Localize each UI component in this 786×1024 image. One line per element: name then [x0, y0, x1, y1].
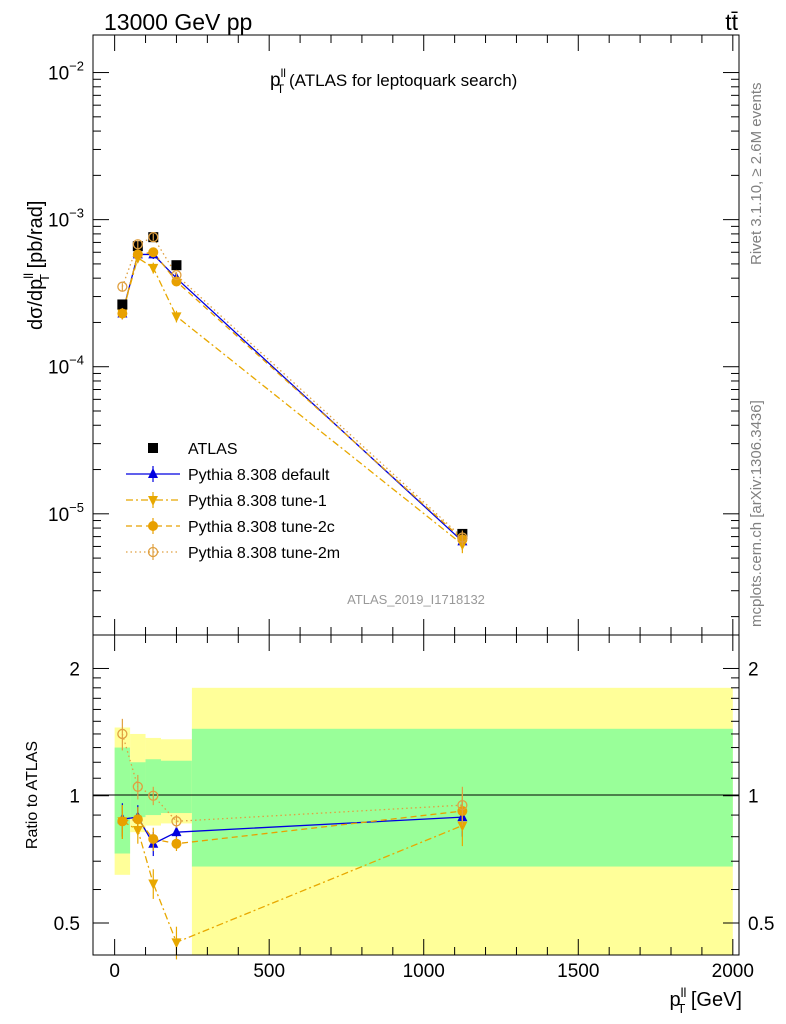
ratio-ytick-label-right: 1 [748, 787, 759, 808]
xtick-label: 1000 [403, 961, 445, 982]
legend-marker [148, 521, 158, 531]
main-ylabel-sub: T [37, 274, 52, 282]
ratio-ytick-label-right: 2 [748, 659, 759, 680]
main-line-pythia-8-308-tune-2c [121, 251, 463, 540]
main-point [148, 247, 159, 258]
legend-marker [148, 496, 158, 506]
main-point [148, 263, 159, 274]
main-series-marks [117, 232, 468, 554]
ratio-point [132, 781, 143, 792]
ratio-xlabel: pll T [GeV] [669, 985, 742, 1016]
xtick-label: 1500 [557, 961, 599, 982]
xlabel-main: p [669, 989, 680, 1011]
ratio-band-green [114, 747, 131, 854]
plot-title-sup: ll [281, 66, 286, 80]
main-ticks: 10−510−410−310−2 [48, 35, 739, 635]
legend-label: ATLAS [188, 441, 238, 458]
main-point [117, 281, 128, 292]
legend-marker [148, 468, 158, 478]
main-ytick-base: 10 [48, 505, 69, 526]
main-ytick-label: 10−2 [48, 59, 84, 85]
ratio-ytick-label-left: 0.5 [54, 914, 80, 935]
main-ytick-base: 10 [48, 64, 69, 85]
ratio-bands [114, 687, 733, 955]
ratio-point [171, 826, 182, 837]
main-point [171, 312, 182, 323]
legend-marker [148, 443, 158, 453]
ratio-frame [92, 634, 740, 956]
process-label: tt̄ [725, 9, 738, 35]
ratio-point [171, 816, 182, 827]
legend-label: Pythia 8.308 tune-1 [188, 493, 327, 510]
main-ytick-label: 10−4 [48, 353, 84, 379]
main-point [117, 299, 128, 310]
main-point [171, 269, 182, 281]
plot-title-rest: (ATLAS for leptoquark search) [284, 71, 517, 90]
main-ytick-exp: −2 [69, 59, 84, 74]
main-point [148, 232, 159, 243]
main-point [132, 239, 143, 250]
ratio-series-marks [117, 718, 468, 960]
ratio-point [132, 814, 143, 825]
main-ylabel-main: dσ/dp [25, 279, 47, 330]
plot-title-sub: T [277, 82, 285, 96]
main-point [171, 260, 182, 271]
main-ylabel-sup: ll [21, 273, 36, 279]
legend-label: Pythia 8.308 tune-2m [188, 545, 340, 562]
rivet-label: Rivet 3.1.10, ≥ 2.6M events [748, 83, 765, 266]
ratio-band-green [161, 760, 192, 814]
main-ytick-label: 10−3 [48, 206, 84, 232]
main-ytick-label: 10−5 [48, 500, 84, 526]
ratio-line-pythia-8-308-tune-1 [122, 820, 463, 944]
ratio-point [457, 799, 468, 811]
xtick-label: 500 [253, 961, 285, 982]
main-ytick-base: 10 [48, 358, 69, 379]
main-ytick-exp: −5 [69, 500, 84, 515]
ratio-ytick-label-left: 2 [69, 659, 80, 680]
xtick-label: 0 [109, 961, 120, 982]
analysis-watermark: ATLAS_2019_I1718132 [347, 592, 485, 607]
ratio-point [117, 728, 128, 740]
plot-title-main: p [270, 70, 281, 91]
xlabel-rest: [GeV] [685, 989, 742, 1011]
ratio-point [171, 838, 182, 849]
url-label: mcplots.cern.ch [arXiv:1306.3436] [748, 400, 765, 627]
main-ytick-exp: −3 [69, 206, 84, 221]
ratio-point [171, 938, 182, 949]
main-ytick-exp: −4 [69, 353, 84, 368]
main-ytick-base: 10 [48, 211, 69, 232]
ratio-ylabel: Ratio to ATLAS [24, 741, 41, 849]
ratio-ticks: 0.5 0.5 1 1 2 2 0 500 1000 1500 2000 [54, 635, 774, 982]
legend: ATLAS Pythia 8.308 default Pythia 8.308 tu… [126, 441, 340, 562]
xlabel-sup: ll [681, 985, 687, 1000]
legend-label: Pythia 8.308 tune-2c [188, 519, 335, 536]
main-point [457, 532, 468, 543]
ratio-point [148, 790, 159, 801]
ratio-point [117, 816, 128, 827]
main-point [132, 249, 143, 260]
ratio-panel: 0.5 0.5 1 1 2 2 0 500 1000 1500 2000 Ratio to ATLA… [24, 634, 774, 1016]
xlabel-sub: T [677, 1001, 685, 1016]
energy-label: 13000 GeV pp [104, 9, 252, 35]
main-ylabel-rest: [pb/rad] [25, 201, 47, 274]
ratio-ytick-label-right: 0.5 [748, 914, 774, 935]
legend-marker [147, 546, 159, 558]
ratio-point [148, 834, 159, 845]
main-ylabel: dσ/dpllT [pb/rad] [21, 201, 52, 330]
main-panel: 10−510−410−310−2 pll T (ATLAS for leptoqu… [21, 34, 740, 636]
legend-label: Pythia 8.308 default [188, 467, 330, 484]
plot-title: pll T (ATLAS for leptoquark search) [270, 66, 517, 96]
ratio-point [148, 879, 159, 890]
ratio-ytick-label-left: 1 [69, 787, 80, 808]
xtick-label: 2000 [712, 961, 754, 982]
main-point [117, 308, 128, 319]
